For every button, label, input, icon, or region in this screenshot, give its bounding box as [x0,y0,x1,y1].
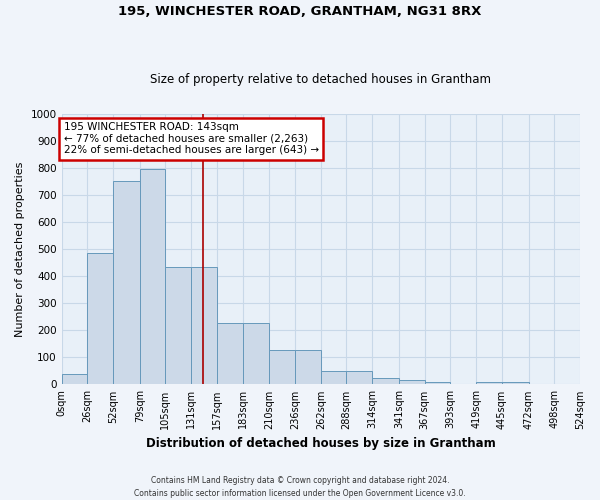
Bar [372,378,399,384]
Bar [242,324,269,384]
Bar [87,253,113,384]
Bar [321,371,346,384]
Bar [399,380,425,384]
Bar [62,374,87,384]
Bar [191,266,217,384]
Bar [425,382,451,384]
Bar [295,350,321,384]
Bar [269,350,295,384]
Bar [217,324,242,384]
Bar [476,382,502,384]
Bar [346,371,372,384]
X-axis label: Distribution of detached houses by size in Grantham: Distribution of detached houses by size … [146,437,496,450]
Title: Size of property relative to detached houses in Grantham: Size of property relative to detached ho… [150,73,491,86]
Bar [113,182,140,384]
Bar [140,169,166,384]
Text: Contains HM Land Registry data © Crown copyright and database right 2024.
Contai: Contains HM Land Registry data © Crown c… [134,476,466,498]
Y-axis label: Number of detached properties: Number of detached properties [15,162,25,336]
Text: 195, WINCHESTER ROAD, GRANTHAM, NG31 8RX: 195, WINCHESTER ROAD, GRANTHAM, NG31 8RX [118,5,482,18]
Bar [502,382,529,384]
Bar [166,266,191,384]
Text: 195 WINCHESTER ROAD: 143sqm
← 77% of detached houses are smaller (2,263)
22% of : 195 WINCHESTER ROAD: 143sqm ← 77% of det… [64,122,319,156]
